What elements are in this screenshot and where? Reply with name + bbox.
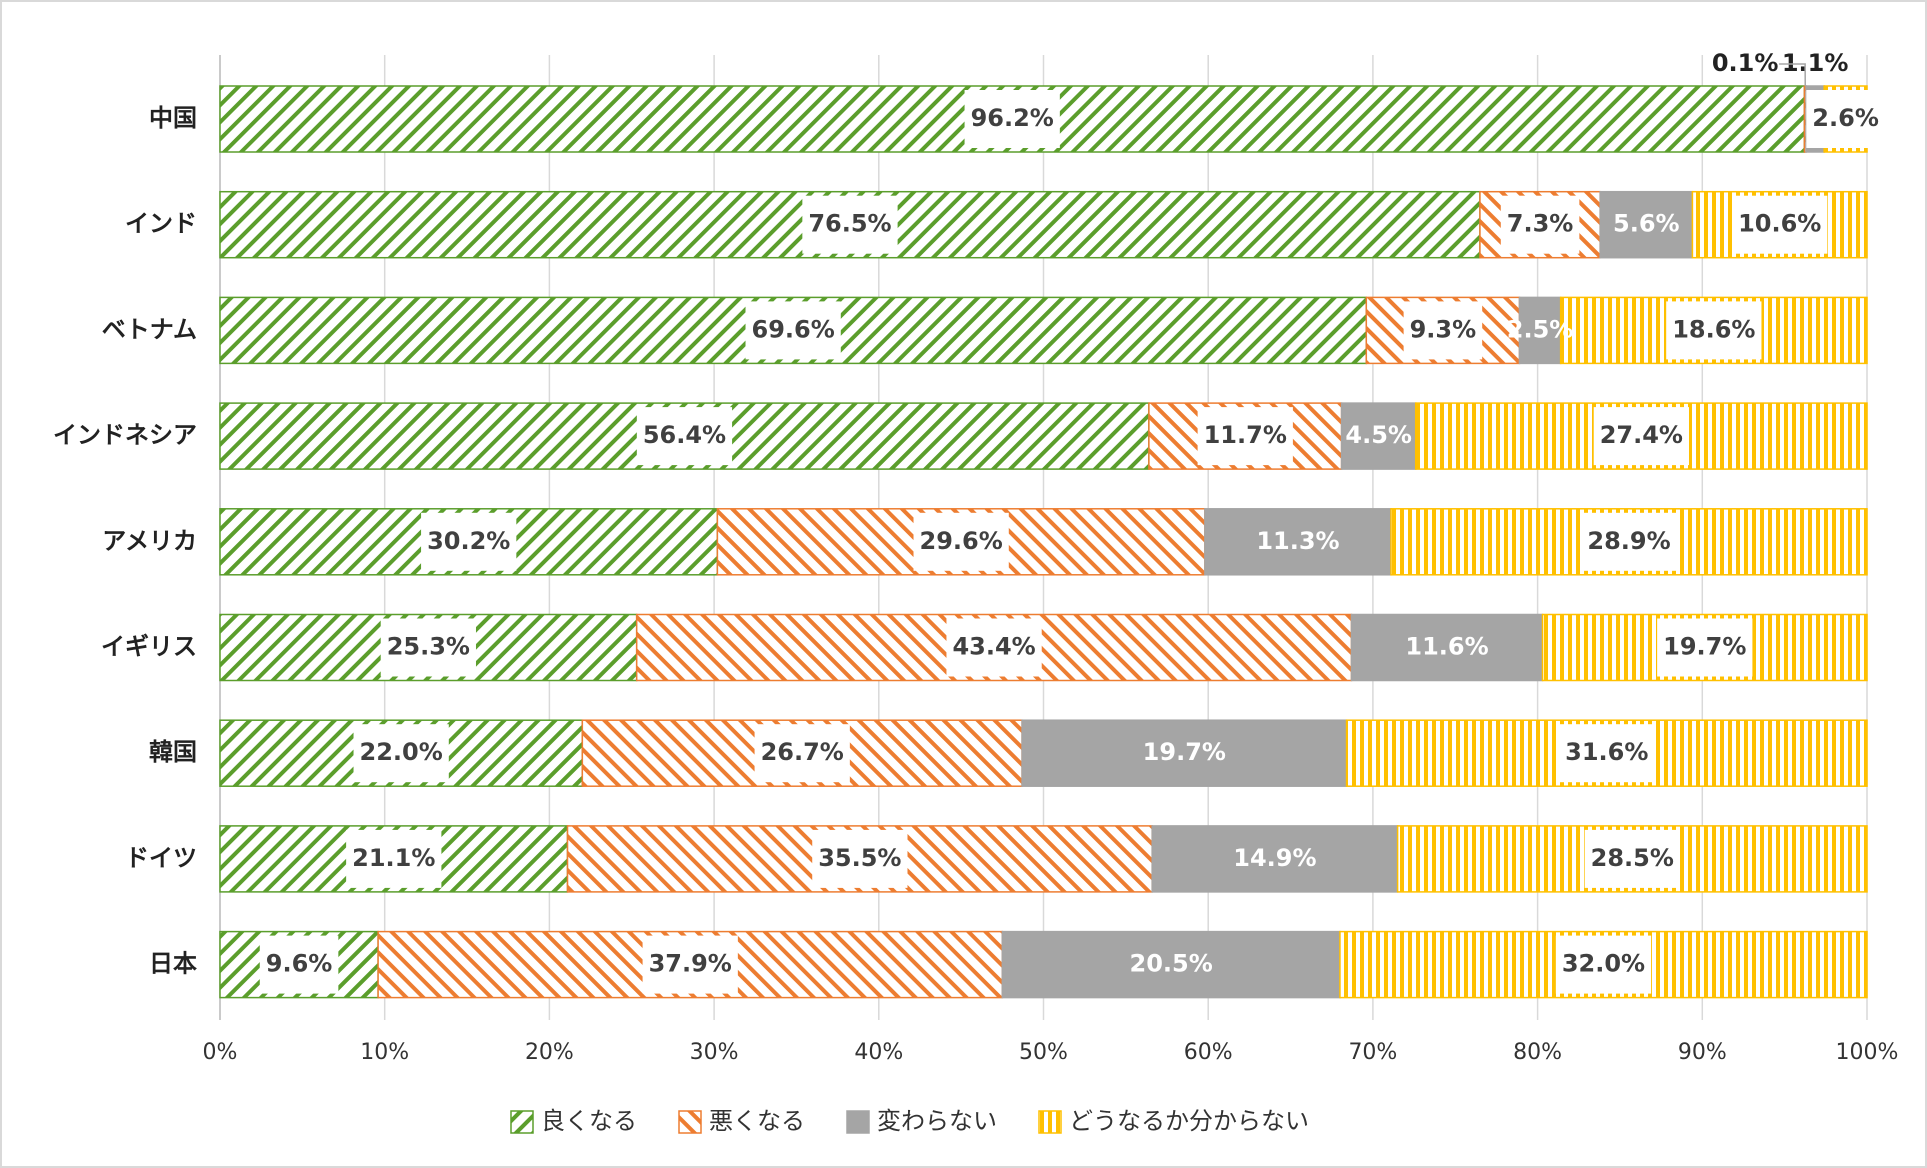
legend-label: 悪くなる (709, 1107, 805, 1135)
legend-label: 良くなる (541, 1107, 637, 1135)
value-label: 9.3% (1410, 315, 1477, 343)
value-label-box (1806, 90, 1885, 148)
value-label: 28.5% (1591, 844, 1674, 872)
value-label: 18.6% (1672, 315, 1755, 343)
x-tick-label: 10% (360, 1040, 409, 1065)
value-label: 22.0% (360, 738, 443, 766)
category-label: ベトナム (102, 315, 197, 343)
value-label: 1.1% (1782, 49, 1849, 77)
legend-swatch (846, 1110, 870, 1134)
value-label: 29.6% (920, 527, 1003, 555)
category-label: インド (125, 210, 197, 238)
bar-segment (1001, 930, 1341, 999)
value-label: 30.2% (427, 527, 510, 555)
value-label: 10.6% (1738, 210, 1821, 238)
value-label-box (421, 512, 517, 571)
value-label: 21.1% (352, 844, 435, 872)
category-label: アメリカ (102, 527, 197, 555)
value-label-box (346, 829, 442, 888)
value-label-box (964, 90, 1060, 148)
value-label: 19.7% (1143, 738, 1226, 766)
leader-line (1779, 63, 1806, 87)
value-label: 2.6% (1812, 104, 1879, 132)
category-label: 中国 (149, 104, 197, 132)
value-label: 26.7% (761, 738, 844, 766)
x-tick-label: 70% (1348, 1040, 1397, 1065)
value-label: 14.9% (1233, 844, 1316, 872)
value-label: 76.5% (808, 210, 891, 238)
x-tick-label: 90% (1678, 1040, 1727, 1065)
value-label: 35.5% (818, 844, 901, 872)
x-tick-label: 20% (525, 1040, 574, 1065)
value-label-box (1657, 618, 1753, 677)
category-label: ドイツ (125, 844, 197, 872)
bar-segment (1350, 613, 1544, 682)
bar-segment (1340, 402, 1417, 470)
bar-segment (1151, 825, 1399, 893)
x-tick-label: 40% (854, 1040, 903, 1065)
category-label: イギリス (101, 633, 197, 661)
value-label: 37.9% (649, 950, 732, 978)
value-label: 96.2% (971, 104, 1054, 132)
x-tick-label: 60% (1184, 1040, 1233, 1065)
x-tick-label: 100% (1836, 1040, 1899, 1065)
value-label-box (745, 301, 841, 360)
value-label-box (1593, 407, 1689, 466)
category-label: インドネシア (53, 421, 197, 449)
bar-segment (1599, 190, 1694, 259)
bar-segment (1021, 719, 1348, 787)
value-label-box (353, 724, 449, 783)
value-label-box (946, 618, 1042, 677)
category-label: 日本 (149, 950, 197, 978)
value-label: 69.6% (752, 315, 835, 343)
legend-label: どうなるか分からない (1069, 1107, 1309, 1135)
value-label: 56.4% (643, 421, 726, 449)
value-label: 5.6% (1613, 210, 1680, 238)
value-label-box (1197, 407, 1293, 466)
legend-swatch (1038, 1110, 1062, 1134)
value-label: 9.6% (266, 950, 333, 978)
legend-label: 変わらない (877, 1107, 997, 1135)
value-label: 27.4% (1600, 421, 1683, 449)
value-label-box (642, 935, 738, 994)
value-label: 25.3% (387, 633, 470, 661)
legend-swatch (510, 1110, 534, 1134)
value-label-box (1732, 195, 1828, 254)
value-label: 0.1% (1712, 49, 1779, 77)
value-label-box (380, 618, 476, 677)
value-label-box (636, 407, 733, 466)
value-label-box (1559, 724, 1655, 783)
value-label-box (1581, 512, 1677, 571)
value-label-box (913, 512, 1009, 571)
x-tick-label: 50% (1019, 1040, 1068, 1065)
value-label: 31.6% (1565, 738, 1648, 766)
value-label-box (1584, 829, 1680, 888)
value-label: 4.5% (1345, 421, 1412, 449)
value-label-box (1666, 301, 1762, 360)
value-label-box (1500, 195, 1580, 254)
value-label: 11.6% (1405, 633, 1488, 661)
x-tick-label: 0% (203, 1040, 238, 1065)
value-label-box (1555, 935, 1652, 994)
x-tick-label: 80% (1513, 1040, 1562, 1065)
value-label: 7.3% (1507, 210, 1574, 238)
value-label: 32.0% (1562, 950, 1645, 978)
category-label: 韓国 (149, 738, 197, 766)
x-tick-label: 30% (690, 1040, 739, 1065)
value-label-box (802, 195, 898, 254)
value-label-box (812, 829, 908, 888)
value-label: 19.7% (1663, 633, 1746, 661)
value-label: 20.5% (1130, 950, 1213, 978)
value-label: 43.4% (952, 633, 1035, 661)
value-label-box (259, 935, 339, 994)
value-label-box (754, 724, 850, 783)
value-label: 2.5% (1507, 315, 1574, 343)
value-label: 11.3% (1256, 527, 1339, 555)
value-label: 28.9% (1587, 527, 1670, 555)
value-label-box (1403, 301, 1483, 360)
legend-swatch (678, 1110, 702, 1134)
value-label: 11.7% (1204, 421, 1287, 449)
